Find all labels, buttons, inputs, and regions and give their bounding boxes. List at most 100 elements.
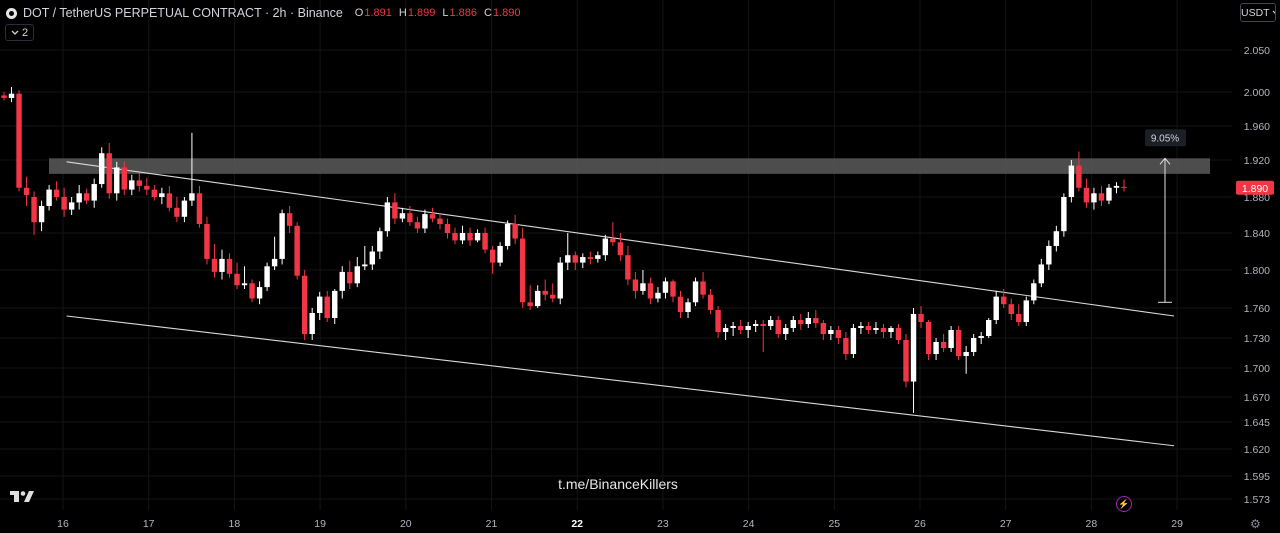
candle [294, 222, 300, 280]
indicators-toggle-button[interactable]: 2 [5, 24, 34, 41]
candle-body [1016, 314, 1022, 322]
candle [407, 206, 413, 226]
candle [1061, 193, 1067, 237]
candle-body [309, 313, 315, 334]
candle-body [362, 264, 368, 267]
candle [68, 197, 75, 215]
candle-body [640, 283, 646, 291]
candle [76, 184, 82, 210]
price-tick-label: 1.620 [1244, 444, 1270, 456]
candle-body [715, 310, 721, 332]
candle-body [234, 273, 240, 286]
candle [91, 178, 97, 208]
candle-body [429, 214, 436, 219]
candle-body [301, 275, 308, 334]
candle [474, 229, 481, 243]
candle [715, 306, 721, 338]
candle-body [970, 338, 977, 352]
price-tick-label: 1.960 [1244, 121, 1270, 133]
currency-selector[interactable]: USDT [1240, 3, 1276, 22]
lightning-icon[interactable]: ⚡ [1116, 496, 1132, 512]
candle-body [136, 180, 143, 186]
gear-icon[interactable]: ⚙ [1250, 517, 1261, 531]
candle [790, 316, 796, 332]
candle-body [888, 328, 894, 332]
candle-body [414, 222, 421, 229]
candle-body [565, 255, 571, 263]
symbol-title[interactable]: DOT / TetherUS PERPETUAL CONTRACT · 2h ·… [23, 6, 343, 20]
candle-body [557, 262, 563, 299]
candle [136, 172, 143, 192]
candle [835, 326, 842, 344]
price-axis[interactable]: 2.050 2.000 1.960 1.920 1.880 1.840 1.800 1.760… [1232, 0, 1280, 533]
candle-body [534, 290, 541, 307]
candle [219, 249, 225, 280]
candle-body [752, 324, 759, 326]
time-tick-label: 22 [571, 518, 583, 530]
candle [121, 161, 127, 196]
candle-body [617, 242, 624, 256]
candle [497, 242, 503, 267]
channel-lower-line [66, 315, 1175, 447]
tradingview-logo-icon [10, 491, 34, 502]
candle-body [783, 328, 789, 334]
price-tick-label: 1.730 [1244, 333, 1270, 345]
candle-body [1, 95, 7, 98]
candle [444, 218, 451, 239]
candle-body [144, 185, 150, 190]
candle [174, 197, 180, 223]
candle [775, 316, 781, 338]
channel-lines-layer [66, 161, 1175, 447]
candle-body [745, 326, 751, 330]
candle-body [504, 224, 511, 246]
candle-body [1061, 197, 1067, 232]
candle-body [1008, 304, 1014, 314]
candle-body [8, 93, 15, 98]
candle-body [399, 213, 406, 219]
candle [1091, 187, 1097, 210]
candle [399, 207, 406, 223]
candle [910, 308, 917, 413]
candle [519, 227, 526, 308]
candle [1113, 182, 1120, 194]
candle-body [768, 320, 774, 326]
price-tick-label: 1.595 [1244, 471, 1270, 483]
candle [512, 215, 518, 245]
candle [1046, 240, 1052, 270]
candle-body [369, 251, 376, 265]
candle [83, 188, 90, 205]
candle-body [512, 224, 518, 239]
candle-body [519, 238, 526, 303]
candle [880, 324, 887, 338]
candle-body [211, 258, 218, 272]
candle [647, 277, 654, 305]
candle [279, 209, 285, 265]
candle-body [963, 352, 969, 356]
candle-body [354, 266, 360, 284]
candle [888, 326, 894, 338]
candle [332, 289, 338, 324]
candle-body [264, 266, 270, 288]
candle [286, 206, 293, 233]
candle [1121, 179, 1127, 192]
candle [768, 316, 774, 330]
candle [316, 291, 323, 320]
candle-body [129, 180, 135, 190]
candle [241, 266, 248, 289]
time-tick-label: 24 [743, 518, 755, 530]
candle-body [497, 245, 503, 263]
candle-body [99, 153, 105, 185]
ohlc-high: H1.899 [398, 7, 436, 19]
time-axis[interactable]: 16 17 18 19 20 21 22 23 24 25 26 27 28 29 [57, 518, 1183, 530]
candle [985, 318, 992, 338]
candle-body [166, 193, 173, 208]
candle [271, 236, 278, 270]
candle [933, 338, 939, 360]
candle-body [873, 328, 879, 330]
candle-body [580, 257, 586, 263]
candle-body [940, 342, 947, 348]
candle [1098, 185, 1105, 206]
candle-body [918, 314, 924, 322]
candle [670, 279, 676, 303]
